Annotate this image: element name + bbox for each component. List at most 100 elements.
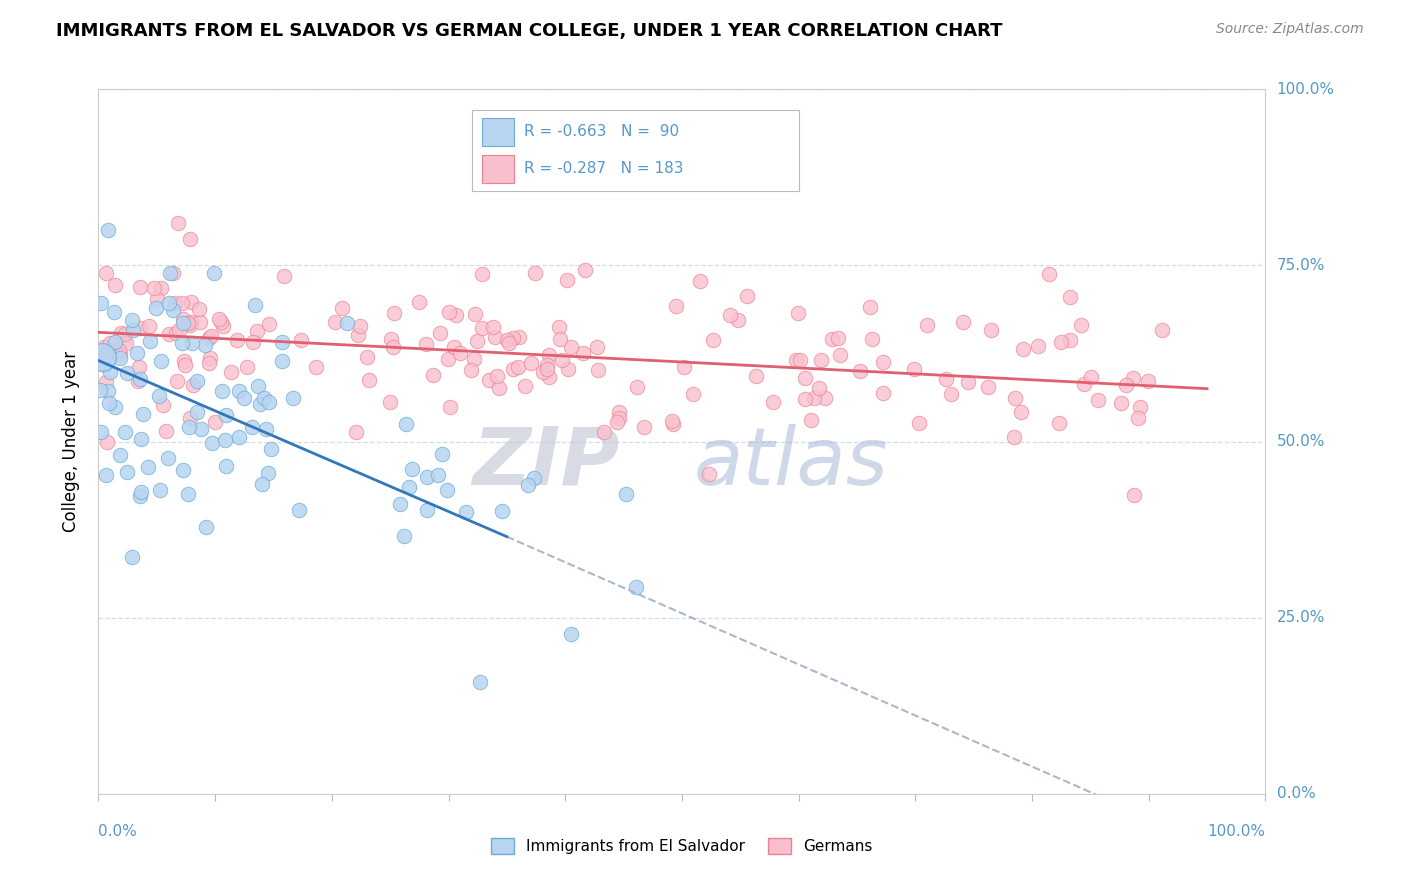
Point bbox=[215, 408, 238, 422]
Point bbox=[121, 550, 143, 565]
Point bbox=[508, 329, 530, 343]
Point bbox=[702, 334, 724, 348]
Point bbox=[538, 370, 561, 384]
Point bbox=[114, 327, 136, 342]
Point bbox=[190, 422, 212, 436]
Text: R = -0.663   N =  90: R = -0.663 N = 90 bbox=[524, 124, 679, 139]
Point bbox=[498, 335, 520, 350]
Point bbox=[94, 375, 117, 389]
Point bbox=[131, 407, 153, 421]
Point bbox=[228, 430, 250, 444]
Point bbox=[471, 321, 494, 335]
Point bbox=[103, 335, 125, 350]
Point bbox=[246, 379, 269, 393]
Point bbox=[478, 373, 501, 387]
Point bbox=[249, 396, 271, 410]
Point bbox=[108, 347, 131, 361]
Point bbox=[1050, 335, 1073, 350]
Point bbox=[502, 330, 524, 344]
Point bbox=[172, 316, 194, 330]
Point bbox=[97, 396, 120, 410]
Point bbox=[665, 299, 688, 313]
Point bbox=[162, 266, 184, 280]
Point bbox=[378, 395, 401, 409]
Point bbox=[1136, 374, 1159, 388]
Point bbox=[1080, 370, 1102, 384]
Point bbox=[344, 425, 367, 440]
Point bbox=[170, 335, 193, 350]
Point bbox=[464, 307, 486, 321]
Point bbox=[197, 356, 219, 370]
Point bbox=[429, 326, 451, 340]
Point bbox=[551, 353, 574, 368]
Point bbox=[204, 415, 226, 429]
Point bbox=[821, 332, 844, 346]
Point bbox=[167, 216, 190, 230]
Point bbox=[110, 448, 132, 462]
Point bbox=[260, 442, 283, 457]
Point bbox=[257, 395, 280, 409]
Point bbox=[437, 305, 460, 319]
Point bbox=[179, 411, 201, 425]
Text: 25.0%: 25.0% bbox=[1277, 610, 1324, 625]
Point bbox=[305, 359, 328, 374]
Point bbox=[128, 360, 150, 375]
Point bbox=[121, 312, 143, 326]
Point bbox=[114, 425, 136, 440]
Point bbox=[915, 318, 938, 333]
Point bbox=[200, 328, 222, 343]
Point bbox=[810, 352, 832, 367]
Text: Source: ZipAtlas.com: Source: ZipAtlas.com bbox=[1216, 22, 1364, 37]
Point bbox=[450, 346, 472, 360]
Point bbox=[129, 489, 152, 503]
Point bbox=[94, 358, 117, 372]
Point bbox=[661, 414, 683, 428]
Point bbox=[208, 312, 231, 326]
Point bbox=[550, 332, 572, 346]
Point bbox=[957, 376, 980, 390]
Point bbox=[606, 415, 628, 429]
Point bbox=[149, 483, 172, 497]
Point bbox=[607, 411, 630, 425]
Point bbox=[1109, 396, 1132, 410]
Text: 0.0%: 0.0% bbox=[1277, 787, 1315, 801]
Point bbox=[173, 354, 195, 368]
Point bbox=[537, 348, 560, 362]
Point bbox=[131, 432, 153, 446]
Point bbox=[572, 346, 595, 360]
Point bbox=[226, 333, 249, 347]
Point bbox=[1059, 333, 1081, 347]
Point bbox=[186, 374, 208, 388]
Point bbox=[96, 348, 118, 362]
Point bbox=[1123, 488, 1146, 502]
Point bbox=[794, 392, 817, 407]
Point bbox=[270, 354, 292, 368]
Point bbox=[127, 374, 149, 388]
Point bbox=[115, 336, 138, 351]
Point bbox=[89, 384, 111, 398]
Point bbox=[574, 263, 596, 277]
Point bbox=[935, 372, 957, 386]
Point bbox=[482, 320, 505, 334]
Point bbox=[496, 334, 519, 348]
Point bbox=[1129, 400, 1152, 414]
Point bbox=[814, 392, 837, 406]
Point bbox=[96, 467, 118, 482]
Point bbox=[745, 369, 768, 384]
Point bbox=[560, 341, 582, 355]
Point bbox=[484, 329, 506, 343]
Point bbox=[288, 502, 311, 516]
Text: 100.0%: 100.0% bbox=[1208, 824, 1265, 839]
Point bbox=[104, 277, 127, 292]
Point bbox=[188, 315, 211, 329]
Point bbox=[156, 450, 179, 465]
Point bbox=[194, 338, 217, 352]
Point bbox=[129, 321, 152, 335]
Point bbox=[502, 362, 524, 376]
Point bbox=[1026, 339, 1049, 353]
Point bbox=[166, 374, 188, 388]
Point bbox=[211, 318, 233, 333]
Point bbox=[468, 674, 491, 689]
Point bbox=[257, 317, 280, 331]
Point bbox=[395, 417, 418, 431]
